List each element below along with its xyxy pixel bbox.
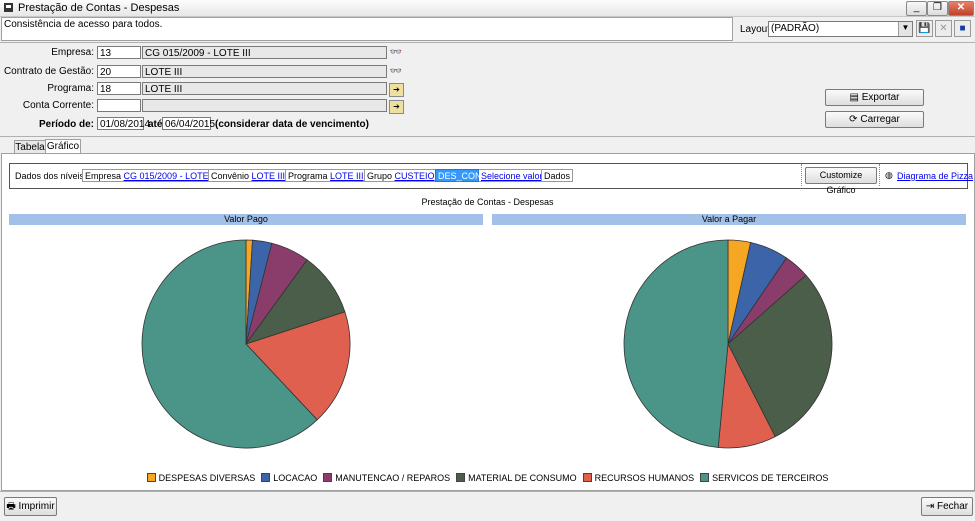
app-icon bbox=[4, 3, 13, 12]
layout-value: (PADRÃO) bbox=[771, 23, 820, 34]
divider bbox=[801, 164, 803, 186]
arrow-right-icon[interactable]: ➔ bbox=[389, 83, 404, 97]
legend-swatch bbox=[456, 473, 466, 482]
empresa-code-input[interactable]: 13 bbox=[97, 46, 141, 59]
periodo-to-input[interactable]: 06/04/2015 bbox=[162, 117, 215, 130]
export-icon: ▤ bbox=[849, 92, 862, 103]
save-layout-icon[interactable]: 💾 bbox=[916, 20, 933, 37]
binoculars-icon[interactable]: 👓 bbox=[389, 66, 403, 77]
level-grupo-link[interactable]: CUSTEIO bbox=[394, 171, 435, 181]
level-empresa[interactable]: Empresa CG 015/2009 - LOTE III bbox=[82, 169, 222, 182]
pie-slice-servicos-de-terceiros bbox=[623, 239, 729, 448]
legend-label: LOCACAO bbox=[273, 473, 318, 483]
legend-swatch bbox=[582, 473, 592, 482]
contrato-label: Contrato de Gestão: bbox=[3, 66, 94, 77]
divider bbox=[0, 491, 975, 492]
pie-valor-a-pagar bbox=[623, 239, 833, 449]
delete-layout-icon[interactable]: ✕ bbox=[935, 20, 952, 37]
pie-charts bbox=[141, 239, 833, 449]
conta-code-input[interactable] bbox=[97, 99, 141, 112]
chart-title: Prestação de Contas - Despesas bbox=[421, 197, 554, 207]
tab-grafico[interactable]: Gráfico bbox=[45, 139, 81, 154]
level-des-link[interactable]: Selecione valor bbox=[479, 169, 546, 182]
fechar-button[interactable]: ⇥ Fechar bbox=[921, 497, 973, 516]
level-convenio-link[interactable]: LOTE III bbox=[251, 171, 286, 181]
layout-select[interactable]: (PADRÃO) ▼ bbox=[768, 21, 913, 37]
pie-valor-pago bbox=[141, 239, 351, 449]
exportar-button[interactable]: ▤ Exportar bbox=[825, 89, 924, 106]
customize-chart-button[interactable]: Customize Gráfico bbox=[805, 167, 877, 195]
tab-tabela[interactable]: Tabela bbox=[14, 140, 46, 154]
conta-name-field bbox=[142, 99, 387, 112]
legend-item: SERVICOS DE TERCEIROS bbox=[700, 473, 828, 483]
pie-diagram-link[interactable]: Diagrama de Pizza bbox=[897, 171, 974, 181]
close-window-button[interactable]: ✕ bbox=[948, 1, 974, 16]
message-box: Consistência de acesso para todos. bbox=[1, 17, 733, 41]
disk-icon[interactable]: ■ bbox=[954, 20, 971, 37]
divider bbox=[0, 136, 975, 137]
divider bbox=[0, 42, 975, 43]
pie-slice-servicos-de-terceiros bbox=[141, 239, 318, 449]
layout-label: Layout: bbox=[740, 24, 773, 35]
minimize-button[interactable]: _ bbox=[906, 1, 927, 16]
periodo-label: Período de: bbox=[38, 119, 94, 130]
pie-diagram-icon: ◍ bbox=[885, 170, 893, 180]
legend-label: MANUTENCAO / REPAROS bbox=[335, 473, 451, 483]
periodo-from-input[interactable]: 01/08/2014 bbox=[97, 117, 150, 130]
refresh-icon: ⟳ bbox=[849, 114, 861, 125]
message-text: Consistência de acesso para todos. bbox=[4, 19, 163, 30]
legend-swatch bbox=[700, 473, 710, 482]
levels-label: Dados dos níveis: bbox=[15, 171, 87, 181]
chart-legend: DESPESAS DIVERSAS LOCACAO MANUTENCAO / REP… bbox=[0, 473, 975, 483]
legend-item: RECURSOS HUMANOS bbox=[582, 473, 695, 483]
legend-label: RECURSOS HUMANOS bbox=[594, 473, 695, 483]
legend-label: MATERIAL DE CONSUMO bbox=[468, 473, 577, 483]
programa-code-input[interactable]: 18 bbox=[97, 82, 141, 95]
divider bbox=[879, 164, 881, 186]
printer-icon: 🖶 bbox=[6, 501, 19, 512]
level-convenio[interactable]: Convênio LOTE III bbox=[208, 169, 289, 182]
legend-label: SERVICOS DE TERCEIROS bbox=[712, 473, 829, 483]
programa-name-field: LOTE III bbox=[142, 82, 387, 95]
exit-icon: ⇥ bbox=[925, 501, 938, 512]
window-title: Prestação de Contas - Despesas bbox=[18, 2, 180, 14]
level-grupo[interactable]: Grupo CUSTEIO bbox=[364, 169, 438, 182]
legend-item: LOCACAO bbox=[261, 473, 317, 483]
level-dados[interactable]: Dados bbox=[541, 169, 574, 182]
contrato-code-input[interactable]: 20 bbox=[97, 65, 141, 78]
level-programa[interactable]: Programa LOTE III bbox=[285, 169, 367, 182]
carregar-button[interactable]: ⟳ Carregar bbox=[825, 111, 924, 128]
legend-item: MANUTENCAO / REPAROS bbox=[323, 473, 450, 483]
level-programa-link[interactable]: LOTE III bbox=[330, 171, 364, 181]
maximize-button[interactable]: ❐ bbox=[927, 1, 948, 16]
programa-label: Programa: bbox=[47, 83, 94, 94]
level-empresa-link[interactable]: CG 015/2009 - LOTE III bbox=[123, 171, 219, 181]
imprimir-button[interactable]: 🖶 Imprimir bbox=[4, 497, 57, 516]
legend-swatch bbox=[146, 473, 156, 482]
legend-item: DESPESAS DIVERSAS bbox=[146, 473, 256, 483]
pie-slice-material-de-consumo bbox=[727, 274, 833, 438]
title-bar: Prestação de Contas - Despesas _ ❐ ✕ bbox=[0, 0, 975, 17]
conta-label: Conta Corrente: bbox=[22, 100, 94, 111]
legend-item: MATERIAL DE CONSUMO bbox=[456, 473, 577, 483]
binoculars-icon[interactable]: 👓 bbox=[389, 47, 403, 58]
legend-label: DESPESAS DIVERSAS bbox=[158, 473, 256, 483]
ate-label: até bbox=[148, 119, 163, 130]
empresa-name-field: CG 015/2009 - LOTE III bbox=[142, 46, 387, 59]
level-des-con[interactable]: DES_CON bbox=[435, 169, 482, 182]
chevron-down-icon: ▼ bbox=[898, 22, 912, 36]
chart-header-valor-pago: Valor Pago bbox=[9, 214, 483, 225]
legend-swatch bbox=[323, 473, 333, 482]
pie-slice-recursos-humanos bbox=[245, 311, 351, 421]
empresa-label: Empresa: bbox=[51, 47, 94, 58]
legend-swatch bbox=[261, 473, 271, 482]
chart-header-valor-a-pagar: Valor a Pagar bbox=[492, 214, 966, 225]
contrato-name-field: LOTE III bbox=[142, 65, 387, 78]
periodo-note: (considerar data de vencimento) bbox=[215, 119, 369, 130]
arrow-right-icon[interactable]: ➔ bbox=[389, 100, 404, 114]
